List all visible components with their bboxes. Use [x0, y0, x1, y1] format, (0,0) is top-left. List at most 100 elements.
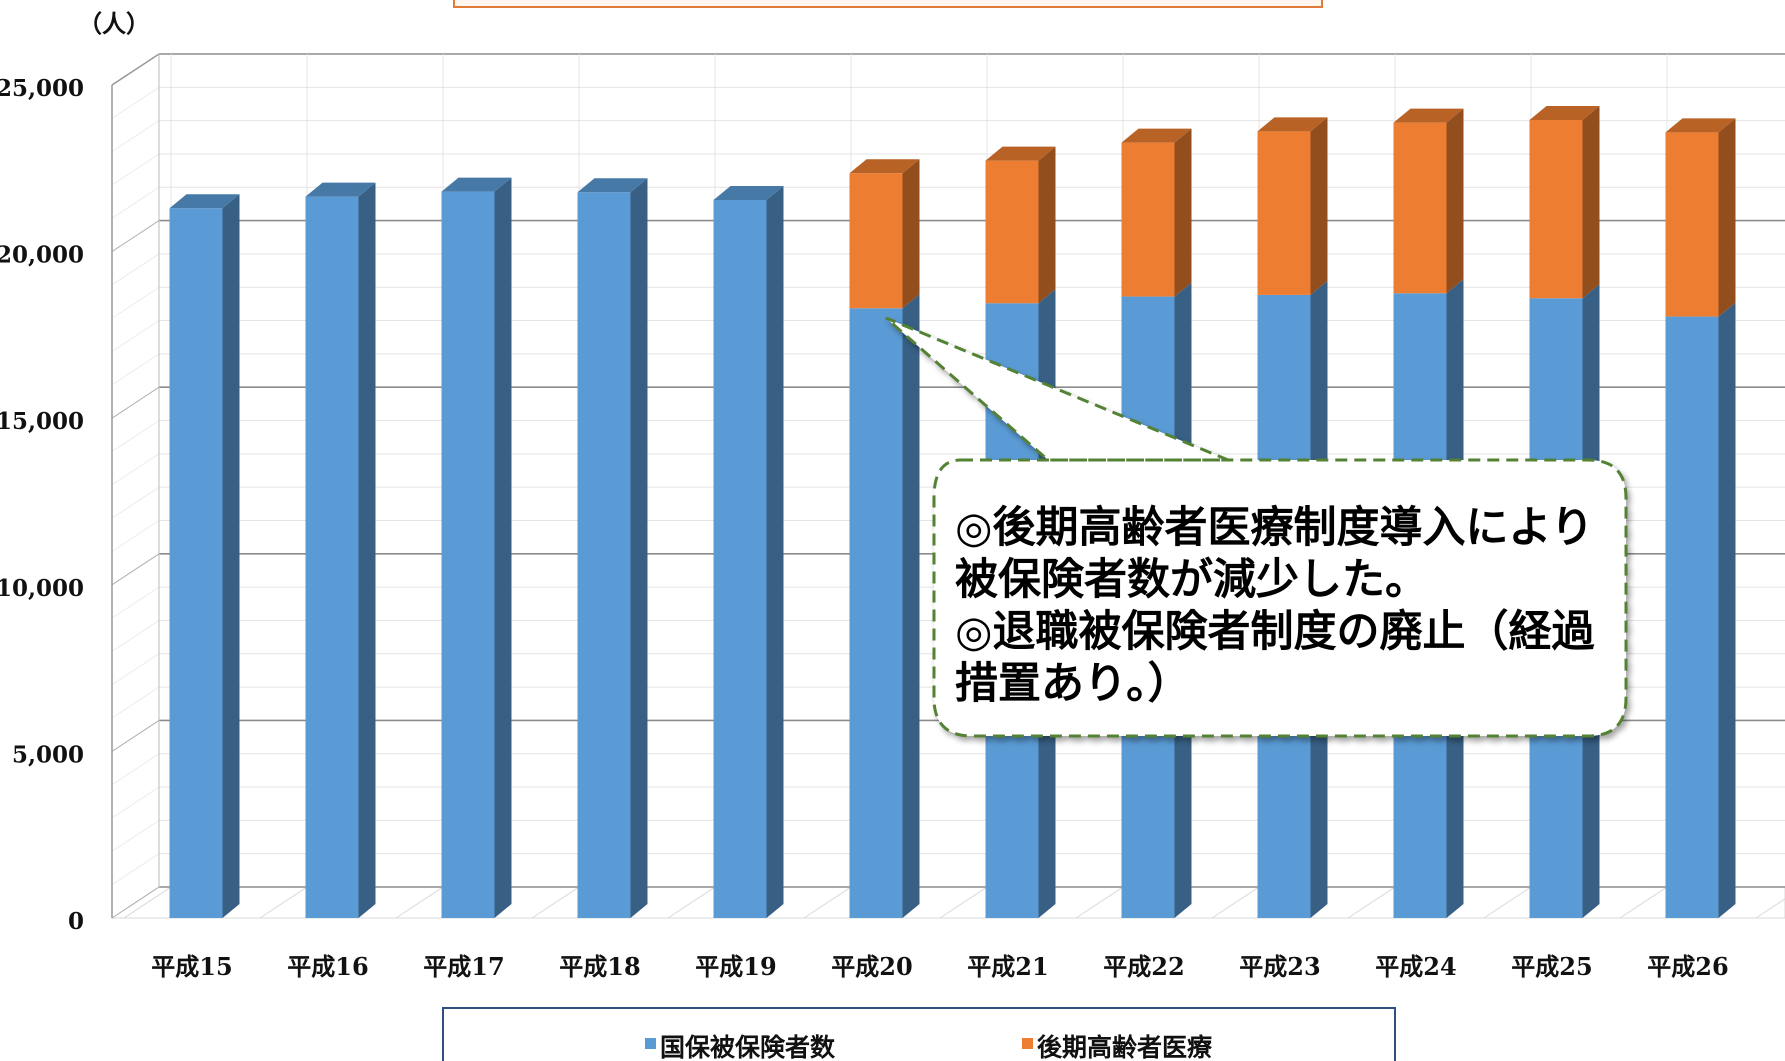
bar-group	[305, 182, 376, 918]
side-gridline	[111, 853, 160, 886]
callout-line-2: 被保険者数が減少した。	[955, 555, 1428, 605]
bar-top	[441, 177, 512, 192]
floor-line	[803, 886, 852, 919]
floor-line	[531, 886, 580, 919]
x-tick-label: 平成20	[831, 952, 912, 981]
bar-top	[849, 159, 920, 174]
x-axis: 平成15 平成16 平成17 平成18 平成19 平成20 平成21 平成22 平成23 平成24…	[151, 952, 1728, 981]
side-gridline	[111, 586, 160, 619]
bar-top	[169, 194, 240, 209]
bar	[985, 160, 1039, 304]
side-gridline	[111, 886, 160, 919]
y-tick-label: 10,000	[0, 575, 84, 602]
floor-line	[259, 886, 308, 919]
bar-side	[494, 177, 512, 918]
x-tick-label: 平成26	[1647, 952, 1728, 981]
x-tick-label: 平成17	[423, 952, 504, 981]
x-tick-label: 平成16	[287, 952, 368, 981]
legend-swatch-1	[1022, 1038, 1033, 1049]
floor-line	[1211, 886, 1260, 919]
bar	[305, 196, 359, 918]
callout-line-3: ◎退職被保険者制度の廃止（経過	[955, 607, 1596, 657]
callout: ◎後期高齢者医療制度導入により 被保険者数が減少した。 ◎退職被保険者制度の廃止…	[885, 316, 1628, 738]
side-gridline	[111, 653, 160, 686]
bar-group	[713, 185, 784, 919]
y-tick-label: 20,000	[0, 242, 84, 269]
side-gridline	[111, 753, 160, 786]
side-gridline	[111, 719, 160, 752]
side-gridline	[111, 286, 160, 319]
bar-side	[902, 159, 920, 309]
y-tick-label: 0	[68, 908, 84, 935]
y-axis-unit-label: （人）	[78, 9, 150, 38]
bar	[1393, 122, 1447, 294]
bar	[849, 173, 903, 309]
x-tick-label: 平成22	[1103, 952, 1184, 981]
side-gridline	[111, 786, 160, 819]
bar-side	[1038, 146, 1056, 304]
bar-top	[1665, 118, 1736, 133]
legend-label-1: 後期高齢者医療	[1037, 1033, 1212, 1061]
y-tick-label: 15,000	[0, 408, 84, 435]
bar-group	[169, 194, 240, 918]
side-gridline	[111, 186, 160, 219]
x-tick-label: 平成21	[967, 952, 1048, 981]
legend-label-0: 国保被保険者数	[660, 1033, 836, 1061]
side-gridline	[111, 686, 160, 719]
bar-top	[577, 178, 648, 193]
bar-group	[577, 178, 648, 918]
floor-line	[667, 886, 716, 919]
side-gridline	[111, 253, 160, 286]
bar-side	[1446, 108, 1464, 294]
bar-top	[985, 146, 1056, 161]
bar	[577, 192, 631, 918]
bar-side	[1310, 117, 1328, 295]
x-tick-label: 平成25	[1511, 952, 1592, 981]
chart-title-box	[453, 0, 1323, 8]
bar	[1665, 316, 1719, 919]
legend: 国保被保険者数 後期高齢者医療	[442, 1007, 1396, 1061]
bar-top	[713, 185, 784, 200]
floor-line	[1075, 886, 1124, 919]
bar	[849, 308, 903, 918]
bar-side	[766, 185, 784, 919]
y-axis-top	[111, 53, 160, 86]
callout-line-4: 措置あり。）	[955, 659, 1191, 709]
bar-top	[305, 182, 376, 197]
floor-line	[1619, 886, 1668, 919]
y-axis: 0 5,000 10,000 15,000 20,000 25,000	[0, 53, 160, 935]
bar-group	[441, 177, 512, 918]
legend-box	[442, 1007, 1396, 1061]
bar	[1257, 131, 1311, 295]
side-gridline	[111, 520, 160, 552]
bar-side	[902, 294, 920, 918]
x-tick-label: 平成18	[559, 952, 640, 981]
bar-top	[1121, 128, 1192, 143]
x-tick-label: 平成19	[695, 952, 776, 981]
y-tick-label: 25,000	[0, 75, 84, 102]
bar	[1121, 142, 1175, 297]
floor-line	[395, 886, 444, 919]
x-tick-label: 平成15	[151, 952, 232, 981]
floor-line	[1347, 886, 1396, 919]
side-gridline	[111, 553, 160, 586]
bar	[1529, 119, 1583, 299]
x-tick-label: 平成23	[1239, 952, 1320, 981]
floor-line	[1483, 886, 1532, 919]
bar-group	[849, 159, 920, 918]
bar-group	[1665, 118, 1736, 919]
bar-top	[1393, 108, 1464, 123]
side-gridline	[111, 120, 160, 153]
side-gridline	[111, 320, 160, 352]
bar	[441, 191, 495, 918]
floor-line	[939, 886, 988, 919]
side-gridline	[111, 86, 160, 119]
bar-side	[358, 182, 376, 918]
floor-line	[123, 886, 172, 919]
bar-top	[1257, 117, 1328, 132]
side-gridline	[111, 153, 160, 186]
bar-side	[1718, 302, 1736, 919]
callout-bubble	[885, 316, 1628, 738]
callout-line-1: ◎後期高齢者医療制度導入により	[955, 503, 1594, 553]
